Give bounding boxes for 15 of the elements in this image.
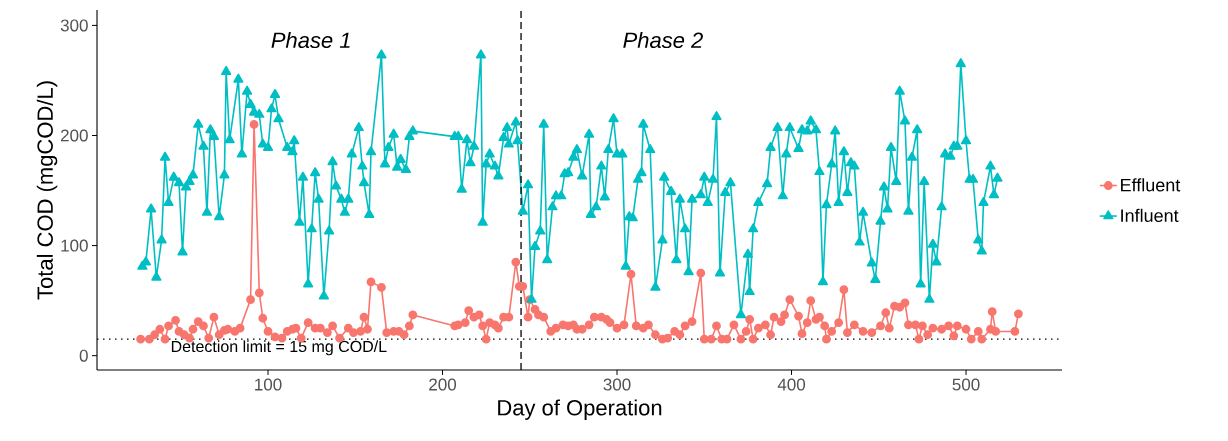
x-tick-label: 300 xyxy=(603,378,631,391)
y-tick-label: 0 xyxy=(79,349,88,362)
annotation: Phase 2 xyxy=(623,31,703,49)
legend-label: Effluent xyxy=(1121,178,1181,192)
x-tick-label: 500 xyxy=(952,378,980,391)
x-tick-label: 200 xyxy=(429,378,457,391)
y-tick-label: 300 xyxy=(60,19,88,32)
y-tick-label: 200 xyxy=(60,129,88,142)
legend-label: Influent xyxy=(1121,208,1179,222)
y-axis-title: Total COD (mgCOD/L) xyxy=(36,81,58,300)
annotation: Phase 1 xyxy=(271,31,350,49)
x-tick-label: 400 xyxy=(777,378,806,391)
x-tick-label: 100 xyxy=(255,378,282,391)
y-tick-label: 100 xyxy=(61,239,88,252)
x-axis-title: Day of Operation xyxy=(498,399,662,420)
